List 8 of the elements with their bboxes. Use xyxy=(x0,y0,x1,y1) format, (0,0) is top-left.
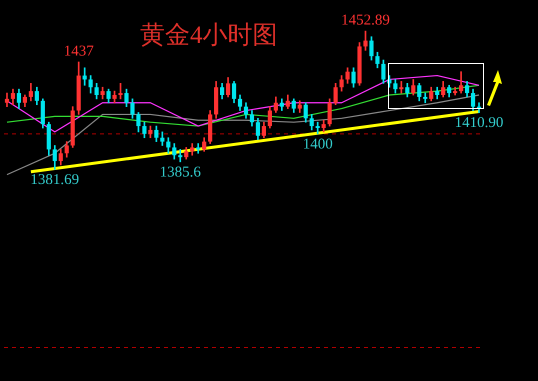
annotation: 1381.69 xyxy=(30,172,80,188)
annotation: 1400 xyxy=(302,136,333,152)
annotation: 1452.89 xyxy=(341,12,390,29)
annotation: 1437 xyxy=(64,43,94,60)
chart-title: 黄金4小时图 xyxy=(140,21,278,51)
annotation: 1385.6 xyxy=(160,164,202,180)
annotation: 1410.90 xyxy=(454,115,504,132)
candlestick xyxy=(118,83,123,100)
